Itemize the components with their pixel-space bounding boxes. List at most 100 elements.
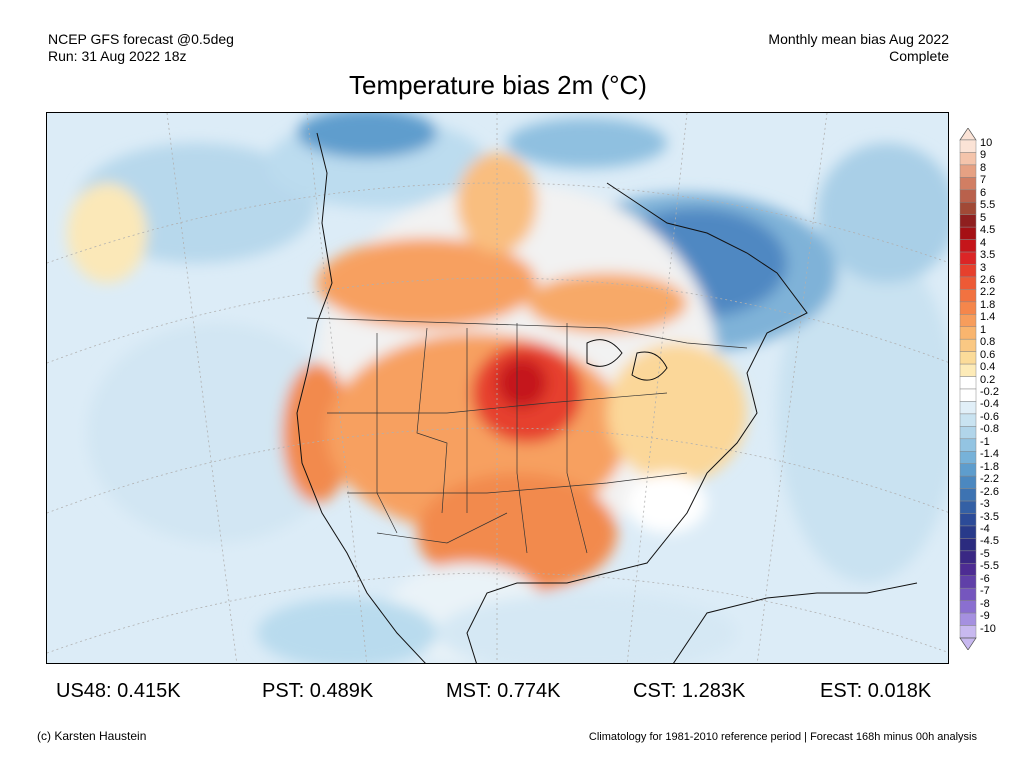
colorbar-cell (959, 550, 977, 564)
colorbar-label: -5.5 (980, 560, 999, 573)
period-info: Monthly mean bias Aug 2022 (768, 31, 949, 47)
colorbar-label: 8 (980, 161, 987, 174)
colorbar-cell (959, 600, 977, 614)
colorbar-cell (959, 251, 977, 265)
colorbar-cell (959, 326, 977, 340)
colorbar-cell (959, 451, 977, 464)
colorbar-label: -3.5 (980, 510, 999, 523)
colorbar-label: 0.2 (980, 373, 996, 386)
colorbar-cell (959, 438, 977, 452)
colorbar-cell (959, 500, 977, 514)
methodology-note: Climatology for 1981-2010 reference peri… (588, 731, 977, 743)
colorbar-label: 2.6 (980, 273, 996, 286)
colorbar-cell (959, 164, 977, 178)
map-panel (46, 112, 949, 664)
colorbar-cell (959, 426, 977, 440)
colorbar-cell (959, 214, 977, 228)
colorbar-arrow-top (959, 128, 977, 141)
temperature-bias-map (47, 113, 948, 663)
colorbar-label: -1 (980, 435, 990, 448)
stat-est: EST: 0.018K (820, 680, 932, 702)
colorbar-label: 5 (980, 211, 987, 224)
colorbar-cell (959, 463, 977, 477)
colorbar-label: -7 (980, 585, 990, 598)
stat-us48: US48: 0.415K (56, 680, 181, 702)
colorbar-label: -8 (980, 597, 990, 610)
colorbar-label: -1.4 (980, 448, 999, 461)
completion-status: Complete (889, 48, 949, 64)
colorbar-cell (959, 264, 977, 278)
copyright: (c) Karsten Haustein (37, 729, 147, 743)
colorbar-label: -2.6 (980, 485, 999, 498)
colorbar-cell (959, 152, 977, 166)
colorbar-cell (959, 363, 977, 377)
bias-field (67, 113, 948, 663)
colorbar-label: 2.2 (980, 286, 996, 299)
colorbar-label: -0.2 (980, 386, 999, 398)
colorbar-cell (959, 202, 977, 215)
colorbar-cell (959, 289, 977, 303)
colorbar-label: 4 (980, 236, 987, 249)
colorbar-cell (959, 413, 977, 427)
political-borders (306, 317, 748, 554)
colorbar-label: -2.2 (980, 473, 999, 486)
colorbar-cells (959, 128, 977, 650)
colorbar-cell (959, 226, 977, 240)
colorbar-label: 3 (980, 261, 987, 274)
colorbar-label: -0.4 (980, 398, 999, 411)
colorbar-cell (959, 276, 977, 290)
colorbar (959, 128, 977, 650)
stat-pst: PST: 0.489K (262, 680, 374, 702)
colorbar-cell (959, 525, 977, 539)
colorbar-cell (959, 301, 977, 315)
colorbar-cell (959, 401, 977, 415)
colorbar-cell (959, 563, 977, 576)
graticule (47, 113, 948, 663)
colorbar-label: 1 (980, 323, 987, 336)
model-run-info: NCEP GFS forecast @0.5deg (48, 31, 234, 47)
colorbar-label: -1.8 (980, 460, 999, 473)
colorbar-cell (959, 587, 977, 601)
colorbar-label: -6 (980, 572, 990, 585)
colorbar-cell (959, 139, 977, 153)
colorbar-label: -9 (980, 610, 990, 623)
colorbar-label: 3.5 (980, 249, 996, 262)
colorbar-label: 7 (980, 174, 987, 187)
colorbar-cell (959, 625, 977, 639)
colorbar-cell (959, 189, 977, 203)
colorbar-cell (959, 612, 977, 626)
colorbar-label: 6 (980, 186, 987, 199)
colorbar-label: 5.5 (980, 199, 996, 212)
colorbar-cell (959, 376, 977, 390)
colorbar-label: -0.6 (980, 410, 999, 423)
colorbar-cell (959, 239, 977, 253)
colorbar-cell (959, 351, 977, 365)
header-right: Monthly mean bias Aug 2022 Complete (768, 31, 949, 65)
regional-stats: US48: 0.415K PST: 0.489K MST: 0.774K CST… (56, 680, 956, 706)
colorbar-cell (959, 388, 977, 402)
colorbar-label: -4.5 (980, 535, 999, 548)
colorbar-cell (959, 488, 977, 502)
colorbar-label: -10 (980, 622, 996, 635)
colorbar-label: -3 (980, 498, 990, 511)
colorbar-label: 0.4 (980, 361, 996, 374)
header-left: NCEP GFS forecast @0.5deg Run: 31 Aug 20… (48, 31, 234, 65)
colorbar-cell (959, 338, 977, 352)
colorbar-cell (959, 475, 977, 489)
colorbar-label: 1.8 (980, 298, 996, 311)
colorbar-label: 4.5 (980, 224, 996, 237)
stat-mst: MST: 0.774K (446, 680, 561, 702)
run-date: Run: 31 Aug 2022 18z (48, 48, 187, 64)
map-title: Temperature bias 2m (°C) (349, 70, 647, 100)
colorbar-arrow-bottom (959, 637, 977, 650)
stat-cst: CST: 1.283K (633, 680, 746, 702)
colorbar-label: 10 (980, 137, 993, 149)
colorbar-cell (959, 177, 977, 191)
colorbar-label: 1.4 (980, 311, 996, 324)
colorbar-label: -0.8 (980, 423, 999, 436)
colorbar-cell (959, 513, 977, 527)
colorbar-label: 0.8 (980, 336, 996, 349)
colorbar-label: 0.6 (980, 348, 996, 361)
colorbar-label: -5 (980, 547, 990, 560)
colorbar-label: -4 (980, 522, 990, 535)
